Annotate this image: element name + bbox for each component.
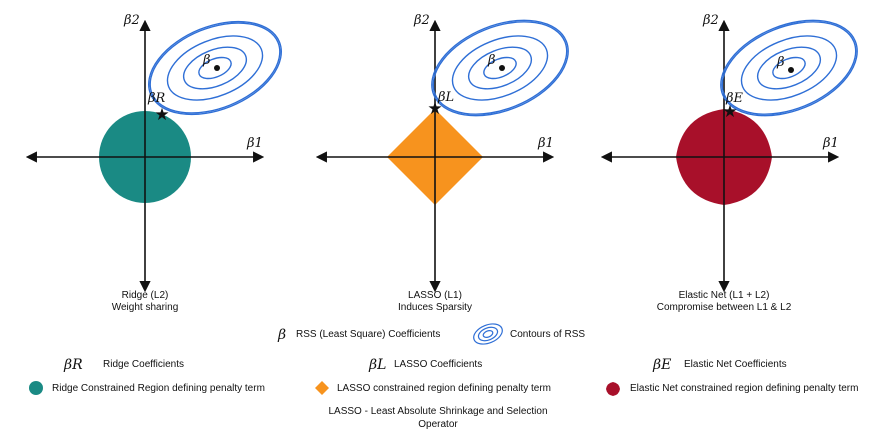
- panel-caption-title: Ridge (L2): [122, 290, 169, 301]
- legend-rss-symbol: β: [277, 327, 286, 343]
- y-axis-label: β2: [123, 13, 140, 28]
- petal-icon: [606, 382, 620, 396]
- rss-estimate-label: β: [776, 55, 785, 70]
- footnote-line-1: LASSO - Least Absolute Shrinkage and Sel…: [328, 406, 547, 417]
- footnote-line-2: Operator: [418, 419, 458, 430]
- star-icon: ★: [154, 105, 169, 124]
- ridge-point-label: βR: [147, 91, 166, 106]
- panel-caption-subtitle: Induces Sparsity: [398, 302, 472, 313]
- x-axis-label: β1: [537, 136, 554, 151]
- legend-ridge-region-text: Ridge Constrained Region defining penalt…: [52, 383, 265, 394]
- legend-contour-text: Contours of RSS: [510, 329, 585, 340]
- rss-contours: [431, 19, 569, 117]
- rss-contours: [720, 19, 858, 117]
- legend-elastic-symbol: βE: [652, 357, 671, 373]
- panel-caption-title: Elastic Net (L1 + L2): [679, 290, 770, 301]
- legend-ridge-text: Ridge Coefficients: [103, 359, 184, 370]
- panel-caption-subtitle: Weight sharing: [112, 302, 179, 313]
- elastic-net-point-label: βE: [725, 91, 744, 106]
- x-axis-label: β1: [246, 136, 263, 151]
- circle-icon: [29, 381, 43, 395]
- legend-elastic-region-text: Elastic Net constrained region defining …: [630, 383, 858, 394]
- panel-elastic-net: β ★ βE β2 β1 Elastic Net (L1 + L2) Compr…: [600, 13, 858, 313]
- rss-estimate-label: β: [487, 53, 496, 68]
- legend-ridge-symbol: βR: [63, 357, 83, 373]
- y-axis-label: β2: [702, 13, 719, 28]
- rss-estimate-label: β: [202, 53, 211, 68]
- panel-caption-subtitle: Compromise between L1 & L2: [657, 302, 792, 313]
- legend-lasso-region-text: LASSO constrained region defining penalt…: [337, 383, 551, 394]
- rss-estimate-point: [214, 65, 220, 71]
- legend: β RSS (Least Square) Coefficients Contou…: [29, 323, 858, 430]
- legend-lasso-symbol: βL: [368, 357, 386, 373]
- legend-elastic-text: Elastic Net Coefficients: [684, 359, 787, 370]
- diamond-icon: [315, 381, 329, 395]
- legend-rss-text: RSS (Least Square) Coefficients: [296, 329, 440, 340]
- panel-caption-title: LASSO (L1): [408, 290, 462, 301]
- legend-lasso-text: LASSO Coefficients: [394, 359, 482, 370]
- lasso-point-label: βL: [437, 90, 454, 105]
- rss-estimate-point: [499, 65, 505, 71]
- x-axis-label: β1: [822, 136, 839, 151]
- rss-contours: [148, 20, 282, 116]
- star-icon: ★: [427, 99, 442, 118]
- star-icon: ★: [722, 102, 737, 121]
- y-axis-label: β2: [413, 13, 430, 28]
- panel-ridge: β ★ βR β2 β1 Ridge (L2) Weight sharing: [25, 13, 282, 313]
- panel-lasso: β ★ βL β2 β1 LASSO (L1) Induces Sparsity: [315, 13, 569, 313]
- contour-icon: [473, 323, 503, 345]
- rss-estimate-point: [788, 67, 794, 73]
